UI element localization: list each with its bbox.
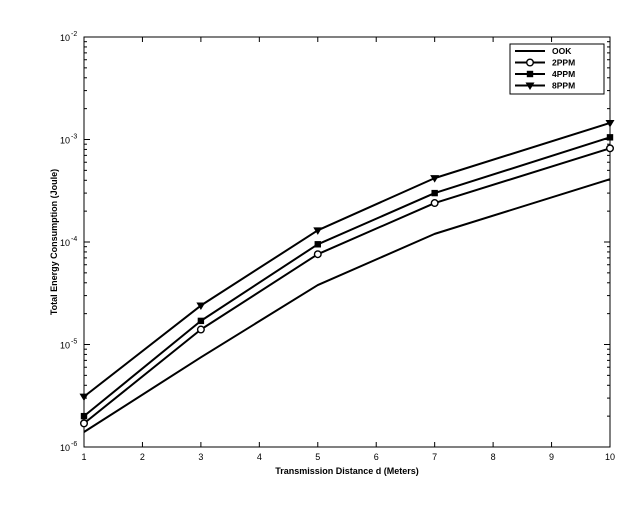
data-point-8ppm bbox=[605, 119, 615, 128]
data-point-4ppm bbox=[80, 412, 88, 420]
data-point-2ppm bbox=[79, 419, 88, 428]
data-point-4ppm bbox=[431, 189, 438, 197]
y-tick-exponent: -6 bbox=[71, 441, 77, 448]
legend-marker-4ppm bbox=[526, 70, 534, 78]
data-point-8ppm bbox=[430, 175, 440, 183]
y-tick-label: 10 bbox=[60, 443, 70, 453]
data-point-8ppm bbox=[79, 393, 89, 402]
legend-label-2ppm: 2PPM bbox=[552, 58, 575, 68]
y-tick-label: 10 bbox=[60, 136, 70, 146]
series-line-ook bbox=[83, 178, 611, 433]
x-tick-label: 5 bbox=[315, 452, 320, 462]
data-point-8ppm bbox=[196, 302, 206, 311]
x-axis-title: Transmission Distance d (Meters) bbox=[275, 466, 419, 476]
y-tick-exponent: -3 bbox=[71, 134, 77, 141]
x-tick-label: 2 bbox=[140, 452, 145, 462]
y-tick-exponent: -4 bbox=[71, 236, 77, 243]
x-tick-label: 4 bbox=[257, 452, 262, 462]
data-point-2ppm bbox=[430, 199, 439, 208]
series-markers bbox=[79, 119, 615, 428]
x-tick-label: 8 bbox=[491, 452, 496, 462]
x-tick-label: 9 bbox=[549, 452, 554, 462]
data-point-4ppm bbox=[314, 241, 321, 248]
x-tick-label: 7 bbox=[432, 452, 437, 462]
legend-marker-2ppm bbox=[526, 58, 535, 67]
data-point-2ppm bbox=[606, 144, 615, 153]
x-tick-label: 10 bbox=[605, 452, 615, 462]
legend-label-ook: OOK bbox=[552, 46, 572, 56]
x-tick-label: 3 bbox=[198, 452, 203, 462]
data-point-4ppm bbox=[606, 134, 614, 141]
data-point-2ppm bbox=[196, 325, 205, 334]
data-point-8ppm bbox=[313, 227, 323, 235]
y-axis-title: Total Energy Consumption (Joule) bbox=[49, 169, 59, 315]
x-tick-label: 6 bbox=[374, 452, 379, 462]
legend-label-8ppm: 8PPM bbox=[552, 81, 575, 91]
y-tick-label: 10 bbox=[60, 341, 70, 351]
data-point-2ppm bbox=[313, 250, 322, 259]
y-tick-exponent: -2 bbox=[71, 31, 77, 38]
legend-label-4ppm: 4PPM bbox=[552, 69, 575, 79]
x-tick-label: 1 bbox=[81, 452, 86, 462]
y-tick-exponent: -5 bbox=[71, 339, 77, 346]
y-tick-label: 10 bbox=[60, 33, 70, 43]
y-tick-label: 10 bbox=[60, 238, 70, 248]
data-point-4ppm bbox=[197, 317, 205, 325]
legend-marker-8ppm bbox=[525, 82, 535, 90]
